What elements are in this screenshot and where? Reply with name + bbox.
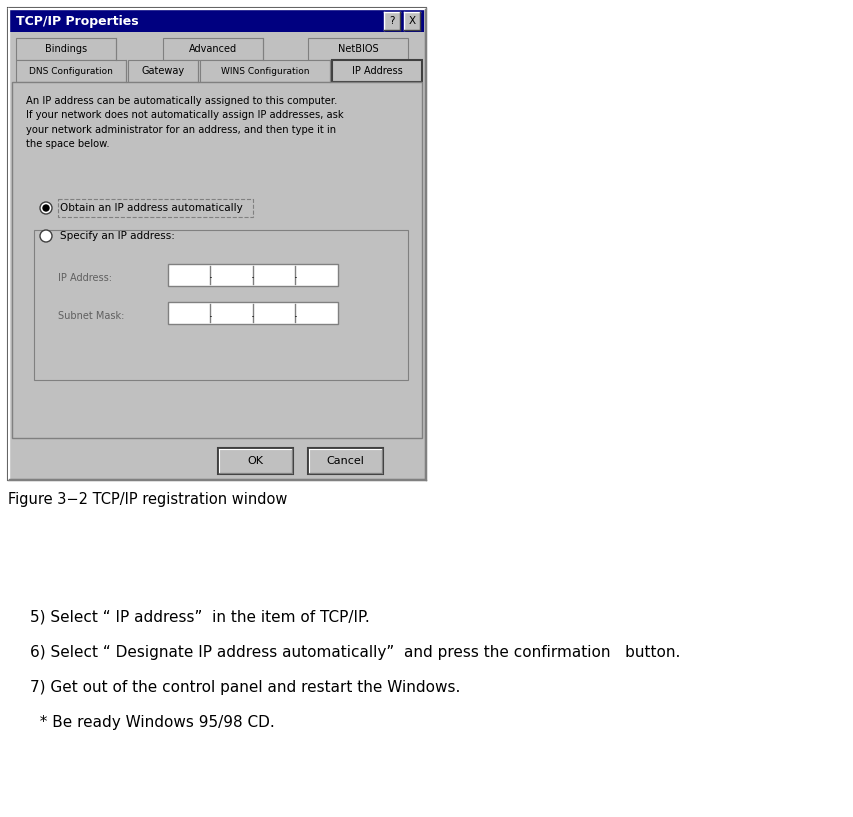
Bar bbox=[58, 199, 252, 217]
Circle shape bbox=[40, 202, 52, 214]
Text: Figure 3−2 TCP/IP registration window: Figure 3−2 TCP/IP registration window bbox=[8, 492, 287, 507]
Text: .: . bbox=[208, 269, 212, 282]
Bar bbox=[10, 10, 423, 32]
Text: * Be ready Windows 95/98 CD.: * Be ready Windows 95/98 CD. bbox=[30, 715, 275, 730]
Bar bbox=[403, 12, 420, 30]
Text: 6) Select “ Designate IP address automatically”  and press the confirmation   bu: 6) Select “ Designate IP address automat… bbox=[30, 645, 680, 660]
Text: Subnet Mask:: Subnet Mask: bbox=[58, 311, 125, 321]
Text: DNS Configuration: DNS Configuration bbox=[29, 66, 113, 75]
Text: .: . bbox=[251, 269, 255, 282]
Text: WINS Configuration: WINS Configuration bbox=[220, 66, 309, 75]
Text: .: . bbox=[293, 269, 297, 282]
Bar bbox=[218, 448, 293, 474]
Bar bbox=[308, 38, 408, 60]
Text: 7) Get out of the control panel and restart the Windows.: 7) Get out of the control panel and rest… bbox=[30, 680, 460, 695]
Text: ?: ? bbox=[389, 16, 394, 26]
Bar bbox=[168, 302, 338, 324]
Bar bbox=[16, 60, 126, 82]
Text: IP Address: IP Address bbox=[351, 66, 402, 76]
Text: TCP/IP Properties: TCP/IP Properties bbox=[16, 15, 138, 28]
Text: IP Address:: IP Address: bbox=[58, 273, 112, 283]
Text: .: . bbox=[251, 306, 255, 319]
Bar bbox=[384, 12, 399, 30]
Bar bbox=[332, 60, 421, 82]
Bar bbox=[308, 448, 382, 474]
Text: Specify an IP address:: Specify an IP address: bbox=[60, 231, 175, 241]
Text: NetBIOS: NetBIOS bbox=[337, 44, 378, 54]
Bar bbox=[16, 38, 116, 60]
Text: .: . bbox=[293, 306, 297, 319]
Bar bbox=[34, 230, 408, 380]
Text: An IP address can be automatically assigned to this computer.
If your network do: An IP address can be automatically assig… bbox=[26, 96, 343, 150]
Text: OK: OK bbox=[247, 456, 264, 466]
Text: 5) Select “ IP address”  in the item of TCP/IP.: 5) Select “ IP address” in the item of T… bbox=[30, 610, 369, 625]
Text: X: X bbox=[408, 16, 415, 26]
Text: .: . bbox=[208, 306, 212, 319]
Text: Gateway: Gateway bbox=[142, 66, 184, 76]
Bar bbox=[200, 60, 329, 82]
Bar bbox=[128, 60, 198, 82]
Text: Obtain an IP address automatically: Obtain an IP address automatically bbox=[60, 203, 242, 213]
Circle shape bbox=[43, 205, 49, 211]
Text: Bindings: Bindings bbox=[45, 44, 87, 54]
Bar bbox=[12, 82, 421, 438]
Bar bbox=[8, 8, 426, 480]
Circle shape bbox=[40, 230, 52, 242]
Text: Cancel: Cancel bbox=[326, 456, 364, 466]
Bar bbox=[163, 38, 263, 60]
Text: Advanced: Advanced bbox=[189, 44, 237, 54]
Bar bbox=[168, 264, 338, 286]
